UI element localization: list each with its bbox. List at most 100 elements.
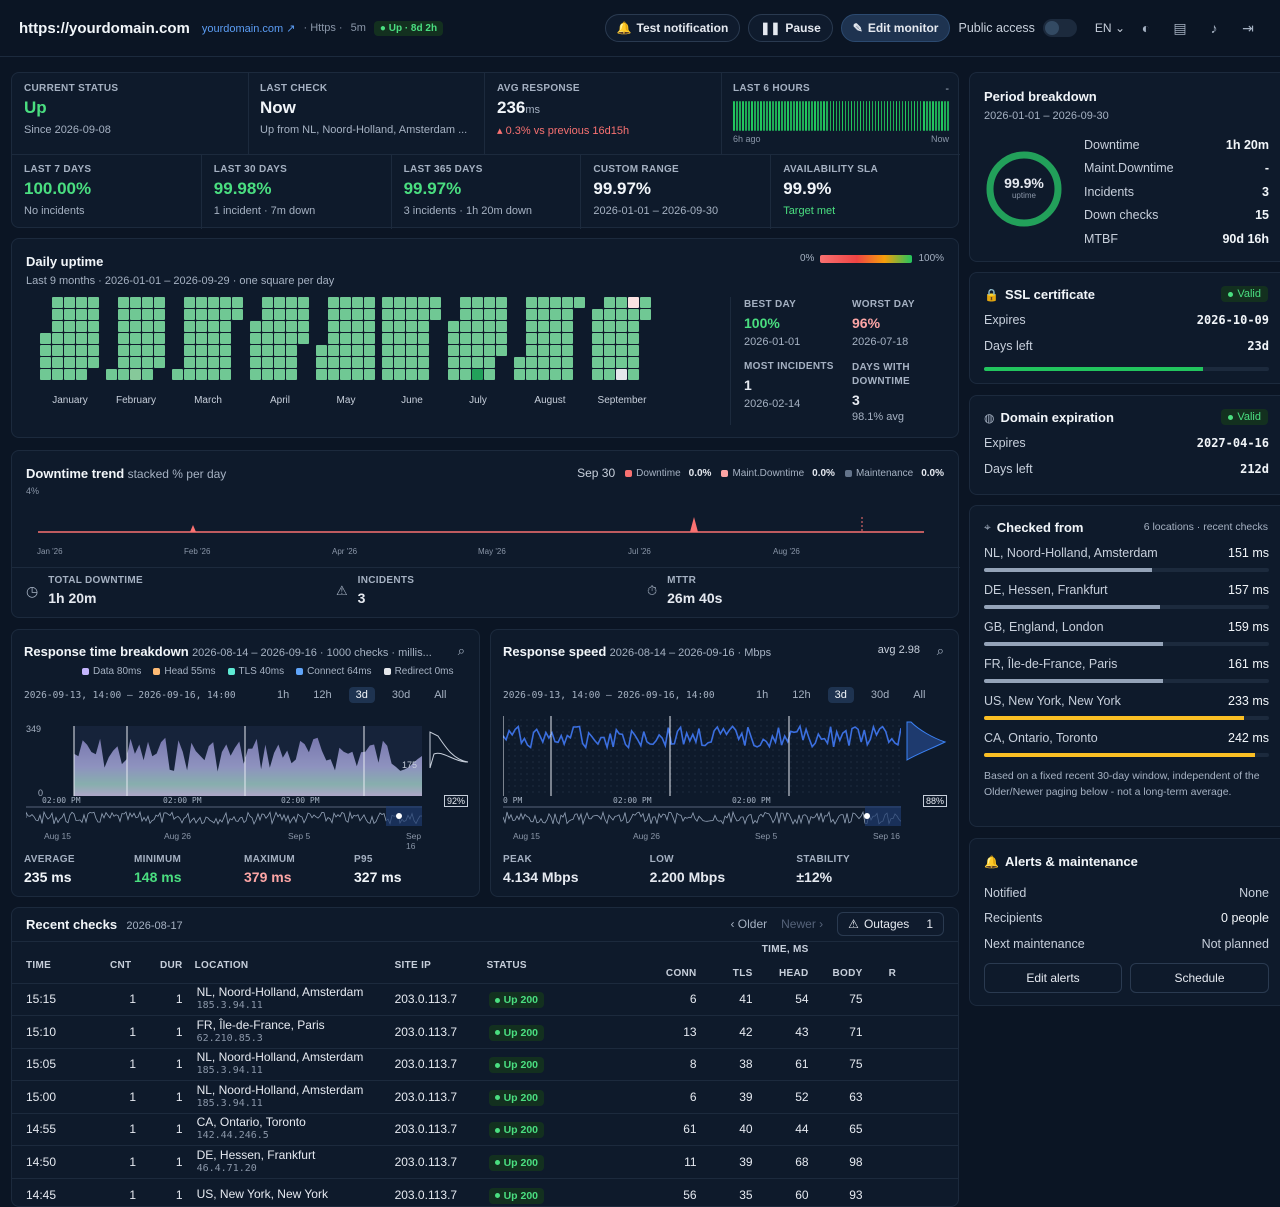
speed-navigator[interactable] bbox=[503, 806, 901, 828]
speed-grid-dot bbox=[544, 791, 546, 793]
speed-grid-dot bbox=[766, 773, 768, 775]
speed-grid-dot bbox=[688, 761, 690, 763]
hour-bar bbox=[877, 101, 880, 131]
range-tab[interactable]: 1h bbox=[277, 689, 290, 701]
speed-grid-dot bbox=[586, 791, 588, 793]
speed-grid-dot bbox=[634, 737, 636, 739]
newer-button[interactable]: Newer › bbox=[781, 917, 824, 931]
range-tab[interactable]: 12h bbox=[313, 689, 332, 701]
range-tab[interactable]: All bbox=[434, 689, 447, 701]
pause-button[interactable]: ❚❚ Pause bbox=[748, 14, 833, 42]
logout-icon[interactable]: ⇥ bbox=[1242, 19, 1254, 36]
theme-toggle-icon[interactable]: ◐ bbox=[1141, 20, 1151, 36]
speed-grid-dot bbox=[646, 725, 648, 727]
speed-grid-dot bbox=[862, 719, 864, 721]
day-square bbox=[604, 333, 615, 344]
day-square bbox=[88, 309, 99, 320]
pause-icon: ❚❚ bbox=[760, 21, 781, 35]
table-row[interactable]: 15:05 1 1 NL, Noord-Holland, Amsterdam 185.3… bbox=[12, 1047, 958, 1081]
test-notification-button[interactable]: 🔔 Test notification bbox=[604, 14, 741, 42]
speed-grid-dot bbox=[514, 761, 516, 763]
last-6-hours: LAST 6 HOURS - 6h ago Now bbox=[733, 83, 949, 144]
speed-grid-dot bbox=[724, 773, 726, 775]
table-row[interactable]: 15:00 1 1 NL, Noord-Holland, Amsterdam 185.3… bbox=[12, 1080, 958, 1113]
day-square bbox=[394, 333, 405, 344]
table-row[interactable]: 14:55 1 1 CA, Ontario, Toronto 142.44.246.5 2… bbox=[12, 1112, 958, 1146]
range-tab[interactable]: 30d bbox=[391, 689, 411, 701]
speed-grid-dot bbox=[556, 779, 558, 781]
incidents-stat: ⚠ INCIDENTS 3 bbox=[336, 575, 414, 606]
status-badge: Up 200 bbox=[488, 1089, 545, 1106]
range-tab[interactable]: 1h bbox=[756, 689, 769, 701]
table-row[interactable]: 15:10 1 1 FR, Île-de-France, Paris 62.210.85… bbox=[12, 1015, 958, 1048]
table-row[interactable]: 15:15 1 1 NL, Noord-Holland, Amsterdam 185.3… bbox=[12, 982, 958, 1016]
speed-grid-dot bbox=[634, 719, 636, 721]
range-tab[interactable]: 30d bbox=[870, 689, 890, 701]
outages-button[interactable]: ⚠ Outages 1 bbox=[837, 912, 944, 936]
month-label: April bbox=[269, 395, 290, 406]
speed-grid-dot bbox=[688, 755, 690, 757]
speed-grid-dot bbox=[832, 749, 834, 751]
speed-grid-dot bbox=[574, 785, 576, 787]
speed-grid-dot bbox=[616, 755, 618, 757]
legend-swatch bbox=[721, 469, 729, 477]
speed-grid-dot bbox=[670, 785, 672, 787]
speed-nav-handle[interactable] bbox=[864, 813, 870, 819]
older-button[interactable]: ‹ Older bbox=[730, 917, 768, 931]
speed-grid-dot bbox=[850, 785, 852, 787]
speed-grid-dot bbox=[868, 773, 870, 775]
chat-icon[interactable]: ▤ bbox=[1173, 19, 1187, 36]
speed-grid-dot bbox=[508, 749, 510, 751]
range-tab[interactable]: 3d bbox=[348, 687, 375, 703]
public-access-toggle[interactable] bbox=[1042, 19, 1077, 37]
speed-grid-dot bbox=[862, 761, 864, 763]
range-tab[interactable]: All bbox=[913, 689, 926, 701]
edit-monitor-button[interactable]: ✎ Edit monitor bbox=[840, 14, 951, 42]
language-select[interactable]: EN ⌄ bbox=[1095, 21, 1125, 35]
range-tab[interactable]: 12h bbox=[792, 689, 811, 701]
table-row[interactable]: 14:50 1 1 DE, Hessen, Frankfurt 46.4.71.20 20… bbox=[12, 1145, 958, 1178]
external-link-icon: ↗ bbox=[286, 22, 296, 35]
hour-bar bbox=[733, 101, 735, 131]
day-square bbox=[154, 333, 165, 344]
edit-alerts-button[interactable]: Edit alerts bbox=[984, 963, 1122, 993]
zoom-icon[interactable]: ⌕ bbox=[457, 643, 465, 658]
speed-zoom-icon[interactable]: ⌕ bbox=[936, 643, 944, 658]
speed-grid-dot bbox=[700, 755, 702, 757]
day-square bbox=[76, 309, 87, 320]
range-tab[interactable]: 3d bbox=[827, 687, 854, 703]
day-square bbox=[274, 357, 285, 368]
notifications-icon[interactable]: ♪ bbox=[1210, 20, 1218, 36]
alert-row-value: None bbox=[1239, 885, 1269, 900]
rt-navigator[interactable] bbox=[26, 806, 422, 828]
rt-nav-handle[interactable] bbox=[396, 813, 402, 819]
table-row[interactable]: 14:45 1 1 US, New York, New York 203.0.113.7… bbox=[12, 1177, 958, 1206]
day-square bbox=[430, 309, 441, 320]
monitor-link[interactable]: yourdomain.com ↗ bbox=[202, 22, 296, 35]
location-item: NL, Noord-Holland, Amsterdam 151 ms bbox=[984, 546, 1269, 583]
speed-grid-dot bbox=[598, 719, 600, 721]
speed-grid-dot bbox=[544, 761, 546, 763]
speed-grid-dot bbox=[586, 785, 588, 787]
hour-bar bbox=[739, 101, 741, 131]
speed-grid-dot bbox=[868, 749, 870, 751]
speed-grid-dot bbox=[814, 749, 816, 751]
rt-time-label: 02:00 PM bbox=[281, 796, 320, 805]
speed-grid-dot bbox=[790, 737, 792, 739]
cell-dur: 1 bbox=[160, 982, 195, 1016]
location-name: DE, Hessen, Frankfurt bbox=[196, 1147, 316, 1162]
monitor-link-text[interactable]: yourdomain.com bbox=[201, 22, 284, 35]
speed-grid-dot bbox=[610, 725, 612, 727]
hour-bar bbox=[799, 101, 801, 131]
day-square bbox=[364, 321, 375, 332]
speed-grid-dot bbox=[610, 755, 612, 757]
rt-nav-window[interactable] bbox=[386, 806, 422, 826]
schedule-button[interactable]: Schedule bbox=[1130, 963, 1269, 993]
speed-nav-window[interactable] bbox=[865, 806, 901, 826]
speed-grid-dot bbox=[850, 791, 852, 793]
speed-grid-dot bbox=[664, 719, 666, 721]
speed-grid-dot bbox=[586, 755, 588, 757]
day-square bbox=[604, 345, 615, 356]
speed-grid-dot bbox=[706, 737, 708, 739]
ssl-progress-fill bbox=[984, 367, 1204, 371]
